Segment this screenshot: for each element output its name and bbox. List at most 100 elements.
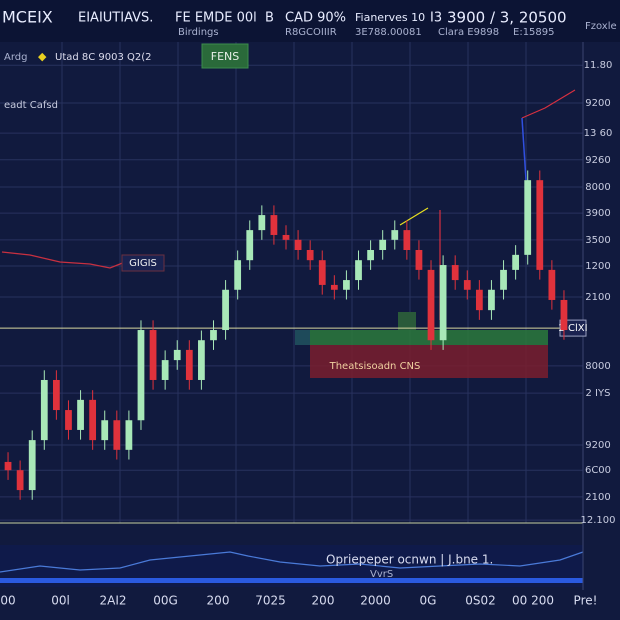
y-tick-label: 12.100 [581,515,616,526]
trend-trace [399,207,429,226]
supply-zone [310,345,548,378]
header-item: CAD 90% [285,11,346,26]
y-tick-label: 13 60 [584,128,613,139]
candle-body [343,280,350,290]
toolbar-button-label[interactable]: FENS [211,50,240,63]
y-tick-label: 6C00 [585,465,611,476]
x-tick-label: 0S02 [465,594,496,608]
x-tick-label: 00G [153,594,178,608]
y-tick-label: 1200 [585,261,610,272]
candle-body [234,260,242,290]
spike-trace [521,89,576,119]
candle-body [403,230,411,251]
header-item: EIAIUTIAVS. [78,11,153,26]
candle-body [330,284,338,290]
candle-body [306,250,314,261]
x-tick-label: 0G [420,594,437,608]
candle-body [89,399,97,441]
candle-body [4,461,12,471]
candle-body [367,250,374,261]
indicator-bar [0,578,583,583]
candle-body [488,289,495,311]
header-item: B [265,11,274,26]
y-tick-label: 9200 [585,98,610,109]
left-trace [1,251,126,269]
candle-body [427,269,435,341]
candle-body [113,420,121,450]
x-tick-label: 00l [51,594,70,608]
candle-body [137,330,145,421]
header-item: R8GCOIIIR [285,27,337,38]
candle-body [185,349,193,380]
candle-body [161,360,169,380]
toolbar-button[interactable] [201,43,249,69]
candle-body [246,230,254,261]
candle-body [415,250,423,270]
indicator-label: Opriepeper ocnwn | J.bne 1. [326,553,493,567]
candle-body [391,230,399,240]
y-tick-label: 8000 [585,182,610,193]
header-item: FE EMDE 00l [175,11,257,26]
x-tick-label: 2AI2 [99,594,126,608]
candle-body [475,289,483,311]
candle-body [524,180,532,255]
candle-body [379,239,387,251]
candle-body [270,215,278,235]
x-tick-label: 200 [207,594,230,608]
candle-body [77,399,84,430]
candle-body [294,239,302,251]
y-tick-label: 9200 [585,440,610,451]
zone-edge [295,330,310,345]
chart-note: eadt Cafsd [4,100,58,111]
candle-body [548,269,556,300]
candle-body [560,299,568,331]
candle-body [318,260,326,285]
toolbar-icon: ◆ [38,50,47,63]
candle-body [282,234,290,240]
indicator-line [0,551,584,573]
y-tick-label: 11.80 [584,60,613,71]
y-tick-label: 2 IYS [586,388,611,399]
header-item: 3E788.00081 [355,27,422,38]
candle-body [40,379,48,441]
y-tick-label: 2100 [585,492,610,503]
x-tick-label: 7025 [255,594,286,608]
candle-body [125,420,133,450]
toolbar-label: Ardg [4,52,27,63]
x-tick-label: 2000 [360,594,391,608]
zone-block [398,312,416,330]
header-item: Birdings [178,27,219,38]
header-item: E:15895 [513,27,555,38]
y-tick-label: 3500 [585,235,610,246]
level-tag: 2 ClXI [558,323,587,334]
candle-body [512,254,520,270]
candle-body [149,330,157,380]
candle-body [210,330,217,341]
candle-body [173,349,181,361]
toolbar-symbol[interactable]: Utad 8C 9003 Q2(2 [55,52,152,63]
y-tick-label: 8000 [585,361,610,372]
candle-body [439,265,447,341]
x-tick-label: 00 200 [512,594,554,608]
candle-body [16,470,24,491]
candle-body [65,410,72,430]
marker-label: GIGIS [129,258,157,269]
candle-body [536,180,544,270]
header-item: 3900 / 3, 20500 [447,9,567,27]
candle-body [258,215,266,231]
y-tick-label: 2100 [585,292,610,303]
spike-line [521,117,527,181]
candle-body [355,260,362,281]
candle-body [198,340,205,380]
candle-body [101,420,109,441]
header-item: Fzoxle [585,21,617,32]
header-item: MCEIX [2,8,53,27]
candle-body [52,379,60,411]
header-bar [0,0,620,42]
candle-body [451,265,459,281]
marker-box [121,254,165,272]
x-tick-label: Pre! [574,594,598,608]
